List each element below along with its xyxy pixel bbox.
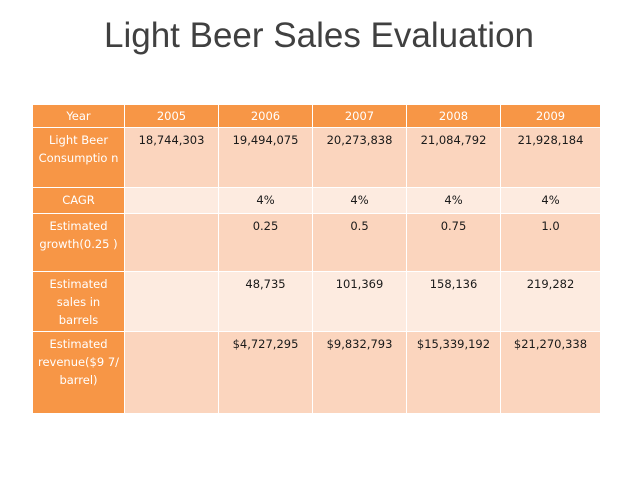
header-cell-2005: 2005 (124, 104, 219, 128)
table-cell: $15,339,192 (406, 331, 501, 414)
header-cell-2009: 2009 (500, 104, 601, 128)
table-cell: 0.25 (218, 213, 313, 272)
table-cell: 19,494,075 (218, 127, 313, 188)
table-cell: 4% (406, 187, 501, 214)
table-cell (124, 331, 219, 414)
table-cell: 4% (312, 187, 407, 214)
row-revenue: Estimated revenue($9 7/ barrel) $4,727,2… (32, 331, 601, 414)
table-cell: $9,832,793 (312, 331, 407, 414)
row-cagr: CAGR 4% 4% 4% 4% (32, 187, 601, 214)
table-cell: 48,735 (218, 271, 313, 332)
table-cell: 4% (218, 187, 313, 214)
sales-table: Year 2005 2006 2007 2008 2009 Light Beer… (32, 104, 601, 414)
table-cell: 0.5 (312, 213, 407, 272)
table-cell: 20,273,838 (312, 127, 407, 188)
row-label: Estimated revenue($9 7/ barrel) (32, 331, 125, 414)
table-cell: $4,727,295 (218, 331, 313, 414)
table-cell: 0.75 (406, 213, 501, 272)
table-cell (124, 187, 219, 214)
row-label: CAGR (32, 187, 125, 214)
header-cell-year: Year (32, 104, 125, 128)
row-label: Light Beer Consumptio n (32, 127, 125, 188)
table-cell: $21,270,338 (500, 331, 601, 414)
table-cell: 158,136 (406, 271, 501, 332)
header-row: Year 2005 2006 2007 2008 2009 (32, 104, 601, 128)
row-consumption: Light Beer Consumptio n 18,744,303 19,49… (32, 127, 601, 188)
header-cell-2006: 2006 (218, 104, 313, 128)
header-cell-2007: 2007 (312, 104, 407, 128)
table-cell: 21,928,184 (500, 127, 601, 188)
row-sales: Estimated sales in barrels 48,735 101,36… (32, 271, 601, 332)
table-cell (124, 213, 219, 272)
table-cell: 219,282 (500, 271, 601, 332)
header-cell-2008: 2008 (406, 104, 501, 128)
table-cell: 4% (500, 187, 601, 214)
row-growth: Estimated growth(0.25 ) 0.25 0.5 0.75 1.… (32, 213, 601, 272)
table-cell: 101,369 (312, 271, 407, 332)
table-cell: 1.0 (500, 213, 601, 272)
row-label: Estimated growth(0.25 ) (32, 213, 125, 272)
slide-title: Light Beer Sales Evaluation (104, 16, 534, 55)
table-cell (124, 271, 219, 332)
table-cell: 18,744,303 (124, 127, 219, 188)
table-cell: 21,084,792 (406, 127, 501, 188)
row-label: Estimated sales in barrels (32, 271, 125, 332)
